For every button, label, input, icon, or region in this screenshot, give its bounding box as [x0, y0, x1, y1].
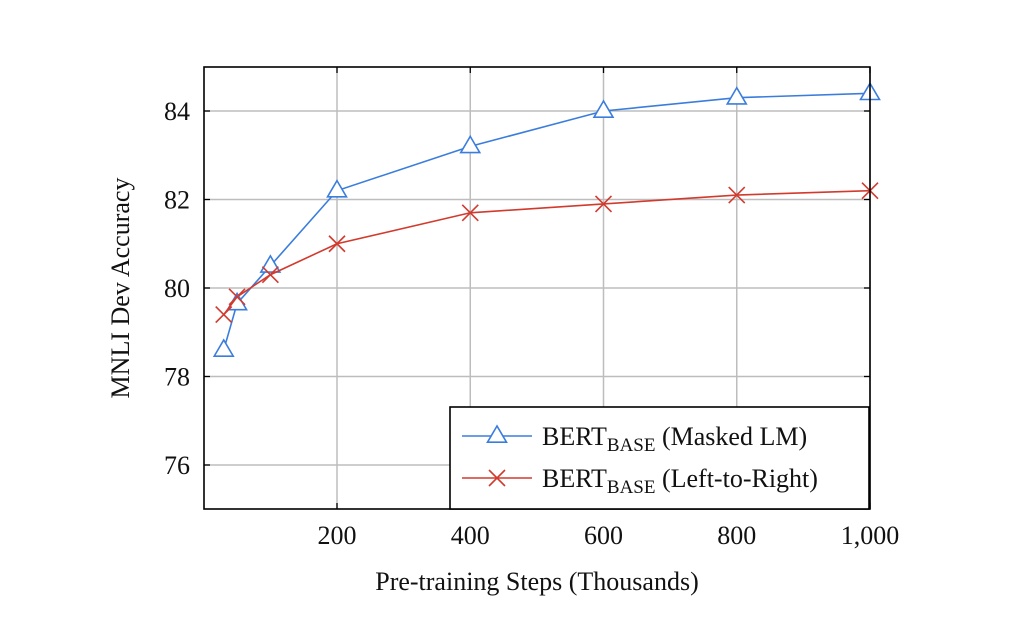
y-tick-label: 82	[164, 186, 190, 215]
triangle-marker-point	[326, 179, 348, 198]
tick-labels: 200 400 600 800 1,000 76 78 80 82 84	[164, 97, 899, 550]
legend-label-subscript: BASE	[607, 435, 656, 456]
legend-label-main: BERT	[542, 464, 607, 493]
legend-entry-label: BERTBASE (Left-to-Right)	[542, 464, 818, 498]
x-axis-label: Pre-training Steps (Thousands)	[375, 567, 699, 596]
legend-entry-label: BERTBASE (Masked LM)	[542, 422, 807, 456]
legend: BERTBASE (Masked LM)BERTBASE (Left-to-Ri…	[449, 406, 870, 510]
legend-label-tail: (Left-to-Right)	[655, 464, 817, 493]
x-tick-label: 400	[451, 521, 490, 550]
cross-marker-point	[228, 288, 246, 306]
triangle-marker-point	[212, 338, 235, 357]
legend-cross-marker	[488, 469, 506, 487]
series-masked-lm	[212, 81, 881, 357]
legend-label-subscript: BASE	[607, 477, 656, 498]
x-tick-label: 1,000	[841, 521, 900, 550]
cross-marker-point	[215, 305, 233, 324]
cross-marker-point	[594, 195, 613, 213]
legend-triangle-marker	[486, 424, 508, 444]
y-axis-label: MNLI Dev Accuracy	[106, 178, 135, 399]
legend-label-tail: (Masked LM)	[655, 422, 807, 451]
x-tick-label: 800	[717, 521, 756, 550]
y-tick-label: 80	[164, 274, 190, 303]
x-tick-label: 600	[584, 521, 623, 550]
y-tick-label: 84	[164, 97, 190, 126]
triangle-marker-point	[725, 86, 748, 105]
legend-label-main: BERT	[542, 422, 607, 451]
x-tick-label: 200	[318, 521, 357, 550]
series-line	[223, 189, 871, 316]
series-left-to-right	[215, 182, 879, 324]
y-tick-label: 76	[164, 451, 190, 480]
y-tick-label: 78	[164, 363, 190, 392]
legend-box	[449, 406, 870, 510]
cross-marker-point	[461, 204, 479, 222]
triangle-marker-point	[459, 134, 482, 154]
cross-marker-point	[728, 186, 746, 204]
cross-marker-point	[328, 235, 346, 253]
cross-marker-point	[261, 266, 279, 284]
triangle-marker-point	[592, 99, 615, 118]
series-layer	[212, 81, 881, 357]
triangle-marker-point	[259, 254, 282, 273]
series-line	[222, 92, 871, 351]
